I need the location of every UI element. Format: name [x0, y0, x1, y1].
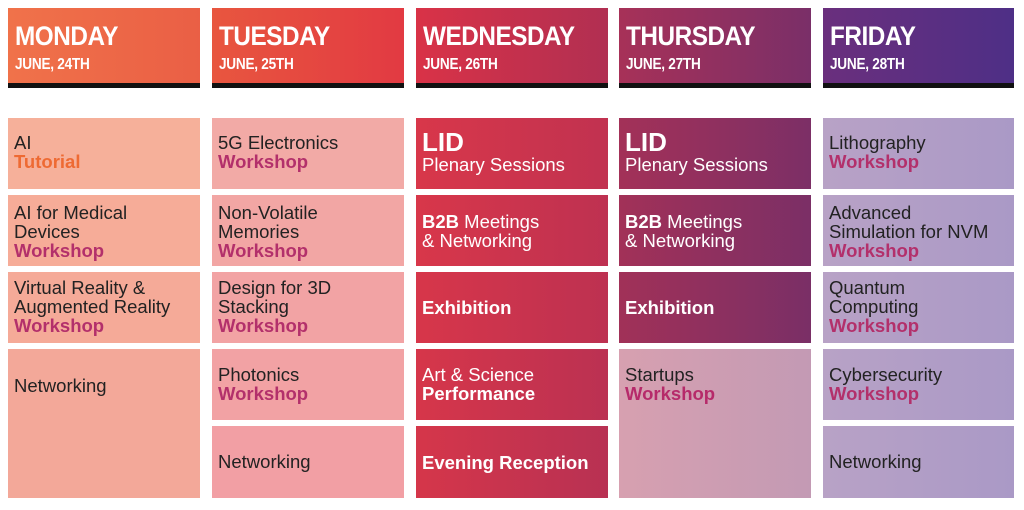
session-wednesday-art-science[interactable]: Art & Science Performance: [416, 349, 608, 420]
session-type: Workshop: [218, 315, 309, 336]
header-thursday: THURSDAY JUNE, 27TH: [619, 8, 811, 88]
session-tuesday-nvm[interactable]: Non-Volatile Memories Workshop: [212, 195, 404, 266]
session-monday-ai[interactable]: AI Tutorial: [8, 118, 200, 189]
session-title: Evening Reception: [422, 451, 589, 473]
session-friday-quantum[interactable]: Quantum Computing Workshop: [823, 272, 1014, 343]
session-subtitle: Plenary Sessions: [422, 154, 565, 175]
session-wednesday-evening-reception[interactable]: Evening Reception: [416, 426, 608, 498]
session-type: Workshop: [14, 315, 105, 336]
session-title: AI: [14, 132, 32, 153]
session-friday-lithography[interactable]: Lithography Workshop: [823, 118, 1014, 189]
session-type: Workshop: [829, 383, 920, 404]
session-title: Art & Science: [422, 364, 535, 385]
session-tuesday-photonics[interactable]: Photonics Workshop: [212, 349, 404, 420]
session-type: Workshop: [218, 151, 309, 172]
session-title: Exhibition: [422, 297, 512, 318]
session-title: Design for 3D Stacking: [218, 277, 332, 317]
day-date: JUNE, 26TH: [423, 56, 498, 73]
session-thursday-exhibition[interactable]: Exhibition: [619, 272, 811, 343]
session-title: Networking: [14, 375, 107, 396]
session-title: Advanced Simulation for NVM: [829, 202, 989, 242]
session-title: LID: [625, 127, 667, 157]
session-thursday-startups[interactable]: Startups Workshop: [619, 349, 811, 498]
session-title: Quantum Computing: [829, 277, 919, 317]
session-type: Workshop: [625, 383, 716, 404]
session-type: Workshop: [829, 240, 920, 261]
header-wednesday: WEDNESDAY JUNE, 26TH: [416, 8, 608, 88]
day-name: FRIDAY: [830, 21, 916, 51]
day-name: MONDAY: [15, 21, 119, 51]
session-title: Photonics: [218, 364, 300, 385]
session-type: Workshop: [829, 151, 920, 172]
session-title: Networking: [829, 451, 922, 472]
day-date: JUNE, 27TH: [626, 56, 701, 73]
session-title: Meetings & Networking: [422, 211, 540, 251]
session-tuesday-3d[interactable]: Design for 3D Stacking Workshop: [212, 272, 404, 343]
session-wednesday-exhibition[interactable]: Exhibition: [416, 272, 608, 343]
session-type: Performance: [422, 383, 536, 404]
session-type: Workshop: [829, 315, 920, 336]
session-thursday-b2b[interactable]: B2B Meetings & Networking: [619, 195, 811, 266]
session-title: LID: [422, 127, 464, 157]
session-title: Lithography: [829, 132, 926, 153]
day-date: JUNE, 25TH: [219, 56, 294, 73]
session-bold: B2B: [625, 211, 663, 232]
session-type: Workshop: [14, 240, 105, 261]
session-tuesday-networking[interactable]: Networking: [212, 426, 404, 498]
session-monday-ai-medical[interactable]: AI for Medical Devices Workshop: [8, 195, 200, 266]
session-subtitle: Plenary Sessions: [625, 154, 768, 175]
session-title: Startups: [625, 364, 694, 385]
session-wednesday-b2b[interactable]: B2B Meetings & Networking: [416, 195, 608, 266]
session-monday-networking[interactable]: Networking: [8, 349, 200, 498]
day-date: JUNE, 28TH: [830, 56, 905, 73]
day-name: THURSDAY: [626, 21, 756, 51]
session-title: Non-Volatile Memories: [218, 202, 318, 242]
day-name: WEDNESDAY: [423, 21, 575, 51]
session-title: Meetings & Networking: [625, 211, 743, 251]
session-tuesday-5g[interactable]: 5G Electronics Workshop: [212, 118, 404, 189]
session-title: AI for Medical Devices: [14, 202, 128, 242]
session-title: Virtual Reality & Augmented Reality: [14, 277, 171, 317]
session-title: Exhibition: [625, 297, 715, 318]
session-wednesday-lid[interactable]: LID Plenary Sessions: [416, 118, 608, 189]
session-bold: B2B: [422, 211, 460, 232]
session-friday-cybersecurity[interactable]: Cybersecurity Workshop: [823, 349, 1014, 420]
session-type: Workshop: [218, 240, 309, 261]
day-name: TUESDAY: [219, 21, 330, 51]
header-friday: FRIDAY JUNE, 28TH: [823, 8, 1014, 88]
session-type: Tutorial: [14, 151, 81, 172]
session-friday-networking[interactable]: Networking: [823, 426, 1014, 498]
session-thursday-lid[interactable]: LID Plenary Sessions: [619, 118, 811, 189]
session-title: Cybersecurity: [829, 364, 943, 385]
session-friday-simulation[interactable]: Advanced Simulation for NVM Workshop: [823, 195, 1014, 266]
header-tuesday: TUESDAY JUNE, 25TH: [212, 8, 404, 88]
header-monday: MONDAY JUNE, 24TH: [8, 8, 200, 88]
session-monday-vr[interactable]: Virtual Reality & Augmented Reality Work…: [8, 272, 200, 343]
session-title: 5G Electronics: [218, 132, 339, 153]
session-title: Networking: [218, 451, 311, 472]
day-date: JUNE, 24TH: [15, 56, 90, 73]
session-type: Workshop: [218, 383, 309, 404]
